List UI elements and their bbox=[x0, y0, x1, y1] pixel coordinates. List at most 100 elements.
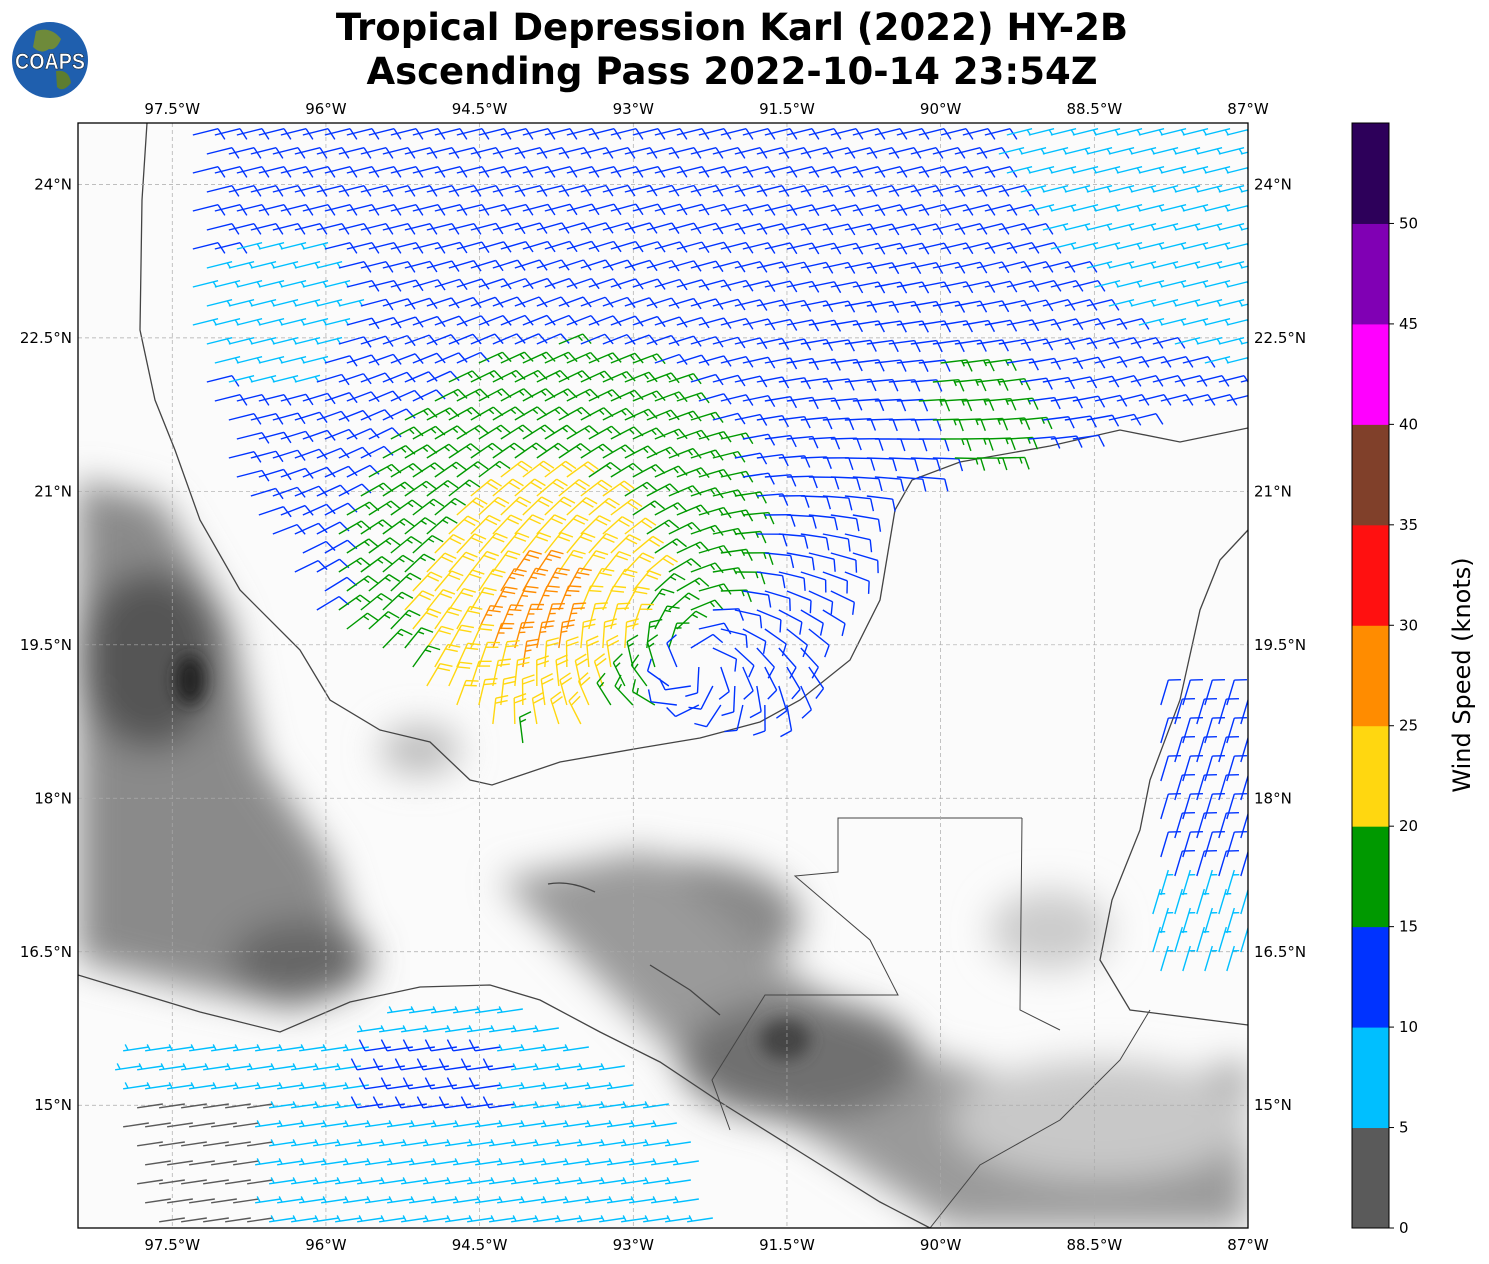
wind-barb bbox=[962, 319, 996, 333]
wind-barb bbox=[800, 338, 834, 352]
wind-barb bbox=[844, 223, 878, 236]
wind-barb bbox=[544, 567, 570, 592]
wind-barb bbox=[316, 410, 350, 422]
wind-barb bbox=[211, 1160, 237, 1166]
wind-barb bbox=[778, 533, 809, 549]
wind-barb bbox=[360, 593, 393, 611]
wind-barb bbox=[1226, 831, 1247, 858]
wind-barb bbox=[676, 392, 710, 404]
wind-barb bbox=[580, 585, 604, 611]
wind-barb bbox=[626, 634, 639, 668]
wind-barb bbox=[1072, 395, 1106, 408]
wind-barb bbox=[456, 424, 490, 440]
wind-barb bbox=[830, 476, 861, 491]
wind-barb bbox=[291, 1139, 317, 1147]
wind-barb bbox=[1240, 736, 1248, 763]
wind-barb bbox=[624, 297, 658, 309]
wind-barb bbox=[1218, 736, 1239, 763]
wind-barb bbox=[434, 461, 467, 478]
wind-barb bbox=[368, 280, 402, 292]
wind-barb bbox=[998, 338, 1032, 352]
wind-barb bbox=[1006, 319, 1040, 332]
wind-barb bbox=[519, 1120, 545, 1128]
wind-barb bbox=[233, 1198, 259, 1204]
wind-barb bbox=[519, 1044, 545, 1052]
wind-barb bbox=[299, 1120, 325, 1128]
wind-barb bbox=[866, 339, 899, 353]
wind-barb bbox=[602, 444, 636, 459]
colorbar-segment bbox=[1352, 123, 1389, 224]
wind-barb bbox=[247, 1217, 273, 1223]
wind-barb bbox=[874, 320, 907, 333]
wind-barb bbox=[137, 1063, 163, 1071]
wind-barb bbox=[651, 1158, 677, 1166]
wind-barb bbox=[368, 574, 401, 592]
wind-barb bbox=[588, 425, 622, 440]
colorbar-tick-label: 35 bbox=[1399, 516, 1418, 534]
wind-barb bbox=[514, 296, 548, 308]
wind-barb bbox=[478, 568, 506, 592]
wind-barb bbox=[1028, 318, 1062, 331]
wind-barb bbox=[382, 628, 413, 649]
wind-barb bbox=[533, 1215, 559, 1223]
wind-barb bbox=[412, 608, 442, 630]
wind-barb bbox=[555, 1139, 581, 1147]
wind-barb bbox=[690, 449, 724, 461]
wind-barb bbox=[614, 674, 634, 706]
wind-barb bbox=[932, 261, 966, 274]
wind-barb bbox=[324, 428, 358, 440]
wind-barb bbox=[1204, 945, 1218, 972]
wind-barb bbox=[984, 437, 1016, 451]
wind-barb bbox=[272, 523, 306, 535]
colorbar-tick-label: 45 bbox=[1399, 315, 1418, 333]
wind-barb bbox=[448, 370, 482, 383]
wind-barb bbox=[822, 571, 848, 594]
wind-barb bbox=[1042, 337, 1076, 350]
wind-barb bbox=[577, 1215, 603, 1223]
wind-barb bbox=[764, 242, 798, 255]
wind-barb bbox=[492, 406, 526, 421]
wind-barb bbox=[1050, 318, 1084, 331]
wind-barb bbox=[360, 556, 393, 573]
wind-barb bbox=[830, 552, 858, 573]
wind-barb bbox=[404, 627, 434, 649]
wind-barb bbox=[448, 551, 478, 573]
wind-barb bbox=[280, 504, 314, 516]
wind-barb bbox=[940, 438, 972, 452]
wind-barb bbox=[910, 300, 944, 313]
wind-barb bbox=[541, 1082, 567, 1090]
wind-barb bbox=[321, 1196, 347, 1204]
wind-barb bbox=[1226, 907, 1240, 934]
wind-barb bbox=[519, 1196, 545, 1204]
wind-barb bbox=[756, 571, 786, 589]
wind-barb bbox=[624, 481, 658, 497]
wind-barb bbox=[514, 621, 535, 649]
wind-barb bbox=[514, 478, 546, 497]
wind-barb bbox=[291, 1101, 317, 1109]
wind-barb bbox=[646, 409, 680, 421]
wind-barb bbox=[976, 457, 1008, 471]
wind-barb bbox=[500, 496, 532, 516]
wind-barb bbox=[1020, 377, 1053, 390]
wind-barb bbox=[1196, 850, 1217, 877]
wind-barb bbox=[646, 297, 680, 309]
wind-barb bbox=[778, 261, 812, 274]
wind-barb bbox=[456, 315, 490, 327]
wind-barb bbox=[800, 609, 824, 636]
wind-barb bbox=[346, 538, 380, 554]
wind-barb bbox=[588, 352, 622, 364]
wind-barb bbox=[497, 1082, 523, 1090]
wind-barb bbox=[654, 316, 688, 328]
wind-barb bbox=[500, 460, 533, 478]
wind-barb bbox=[343, 1044, 369, 1052]
wind-barb bbox=[294, 485, 328, 497]
wind-barb bbox=[800, 456, 832, 470]
wind-barb bbox=[189, 1122, 215, 1128]
wind-barb bbox=[247, 1141, 273, 1147]
wind-barb bbox=[390, 536, 423, 554]
wind-barb bbox=[844, 533, 873, 553]
wind-barb bbox=[607, 1082, 633, 1090]
wind-barb bbox=[456, 351, 490, 364]
wind-barb bbox=[558, 478, 591, 497]
wind-barb bbox=[721, 685, 736, 717]
